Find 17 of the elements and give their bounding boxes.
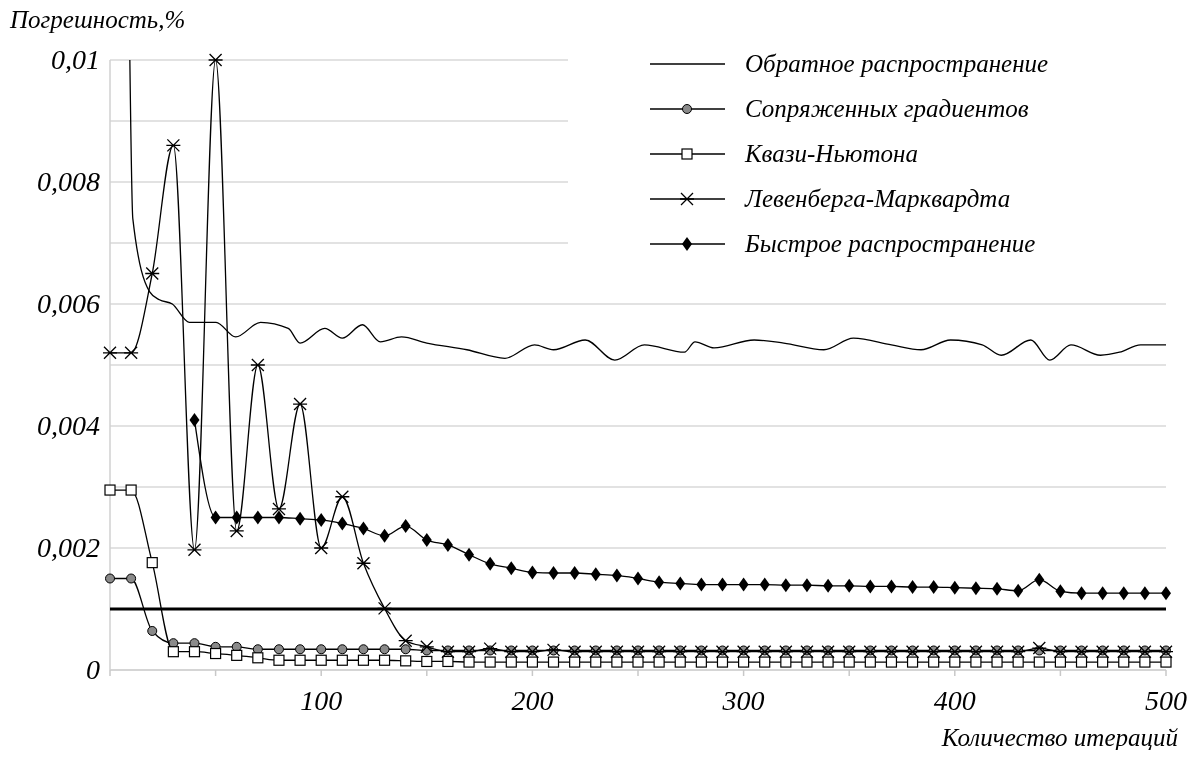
legend-label: Квази-Ньютона — [744, 140, 918, 167]
y-tick-label: 0,002 — [37, 532, 100, 563]
y-tick-label: 0,008 — [37, 166, 100, 197]
y-tick-label: 0,006 — [37, 288, 100, 319]
y-axis-title: Погрешность,% — [9, 6, 186, 33]
y-tick-label: 0 — [86, 654, 100, 685]
x-tick-label: 100 — [300, 685, 343, 716]
x-tick-label: 500 — [1145, 685, 1187, 716]
x-tick-label: 400 — [933, 685, 976, 716]
x-tick-label: 300 — [721, 685, 765, 716]
legend-label: Обратное распространение — [745, 50, 1049, 77]
y-tick-label: 0,004 — [37, 410, 100, 441]
legend-label: Сопряженных градиентов — [745, 95, 1029, 122]
legend-label: Левенберга-Марквардта — [744, 185, 1011, 212]
y-tick-label: 0,01 — [51, 44, 100, 75]
legend-label: Быстрое распространение — [744, 230, 1036, 257]
x-tick-label: 200 — [511, 685, 554, 716]
